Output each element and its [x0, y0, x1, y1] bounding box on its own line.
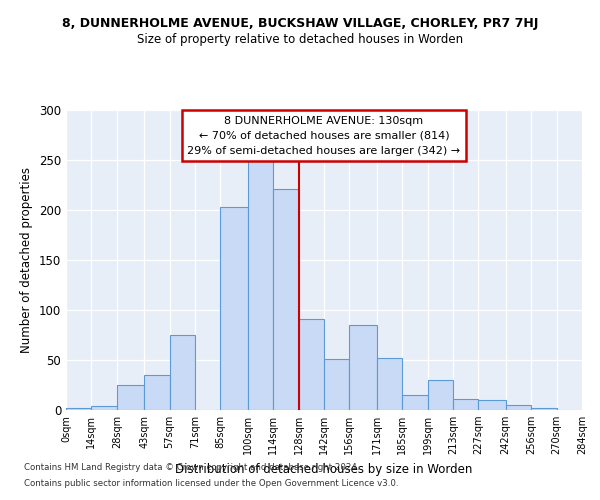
Text: 8 DUNNERHOLME AVENUE: 130sqm
← 70% of detached houses are smaller (814)
29% of s: 8 DUNNERHOLME AVENUE: 130sqm ← 70% of de…: [187, 116, 461, 156]
Bar: [506, 405, 531, 410]
Text: Size of property relative to detached houses in Worden: Size of property relative to detached ho…: [137, 32, 463, 46]
Bar: [324, 359, 349, 410]
X-axis label: Distribution of detached houses by size in Worden: Distribution of detached houses by size …: [175, 462, 473, 475]
Bar: [428, 380, 453, 410]
Bar: [377, 358, 402, 410]
Bar: [273, 189, 299, 410]
Bar: [66, 408, 91, 410]
Bar: [531, 408, 557, 410]
Bar: [453, 399, 478, 410]
Bar: [402, 395, 428, 410]
Bar: [248, 158, 273, 410]
Bar: [170, 335, 195, 410]
Bar: [91, 406, 117, 410]
Text: Contains public sector information licensed under the Open Government Licence v3: Contains public sector information licen…: [24, 478, 398, 488]
Bar: [299, 319, 324, 410]
Bar: [220, 207, 248, 410]
Bar: [144, 375, 170, 410]
Text: Contains HM Land Registry data © Crown copyright and database right 2024.: Contains HM Land Registry data © Crown c…: [24, 464, 359, 472]
Bar: [117, 385, 144, 410]
Bar: [349, 325, 377, 410]
Text: 8, DUNNERHOLME AVENUE, BUCKSHAW VILLAGE, CHORLEY, PR7 7HJ: 8, DUNNERHOLME AVENUE, BUCKSHAW VILLAGE,…: [62, 18, 538, 30]
Y-axis label: Number of detached properties: Number of detached properties: [20, 167, 34, 353]
Bar: [478, 400, 506, 410]
